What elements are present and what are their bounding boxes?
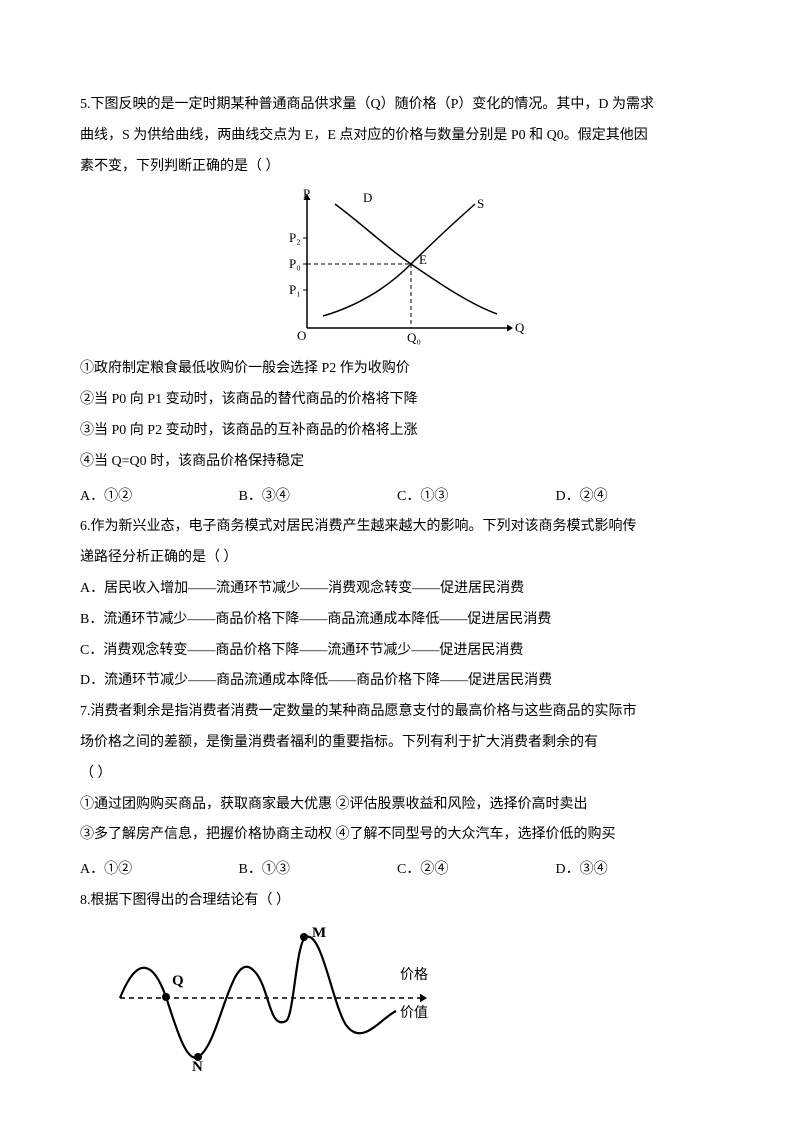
q7-option-b: B．①③: [239, 855, 398, 886]
q5-stem-line3: 素不变，下列判断正确的是（ ）: [80, 152, 714, 183]
svg-text:E: E: [419, 252, 427, 267]
q6-option-d: D．流通环节减少——商品流通成本降低——商品价格下降——促进居民消费: [80, 666, 714, 697]
price-value-wave-chart: M Q N 价格价值: [110, 923, 450, 1073]
svg-text:价格: 价格: [400, 967, 428, 983]
q5-figure: P Q O D S E P₂ P₀ P₁ Q₀: [80, 188, 714, 348]
svg-text:价值: 价值: [400, 1005, 428, 1021]
q7-statements-34: ③多了解房产信息，把握价格协商主动权 ④了解不同型号的大众汽车，选择价低的购买: [80, 820, 714, 851]
q5-option-b: B．③④: [239, 482, 398, 513]
q8-figure: M Q N 价格价值: [110, 923, 714, 1073]
q6-option-a: A．居民收入增加——流通环节减少——消费观念转变——促进居民消费: [80, 574, 714, 605]
q7-option-a: A．①②: [80, 855, 239, 886]
q6-option-c: C．消费观念转变——商品价格下降——流通环节减少——促进居民消费: [80, 636, 714, 667]
q5-statement-2: ②当 P0 向 P1 变动时，该商品的替代商品的价格将下降: [80, 385, 714, 416]
svg-text:N: N: [192, 1059, 203, 1073]
q5-stem-line1: 5.下图反映的是一定时期某种普通商品供求量（Q）随价格（P）变化的情况。其中，D…: [80, 90, 714, 121]
svg-text:S: S: [477, 196, 484, 211]
q5-statement-1: ①政府制定粮食最低收购价一般会选择 P2 作为收购价: [80, 354, 714, 385]
q8-stem: 8.根据下图得出的合理结论有（ ）: [80, 886, 714, 917]
q6-stem-line1: 6.作为新兴业态，电子商务模式对居民消费产生越来越大的影响。下列对该商务模式影响…: [80, 512, 714, 543]
svg-text:M: M: [312, 925, 326, 941]
q6-stem-line2: 递路径分析正确的是（ ）: [80, 543, 714, 574]
svg-text:P: P: [303, 188, 310, 201]
q5-option-a: A．①②: [80, 482, 239, 513]
svg-text:Q: Q: [515, 320, 525, 335]
q5-options: A．①② B．③④ C．①③ D．②④: [80, 482, 714, 513]
q5-statement-3: ③当 P0 向 P2 变动时，该商品的互补商品的价格将上涨: [80, 416, 714, 447]
svg-text:P₂: P₂: [289, 230, 301, 245]
q7-stem-line2: 场价格之间的差额，是衡量消费者福利的重要指标。下列有利于扩大消费者剩余的有: [80, 728, 714, 759]
supply-demand-chart: P Q O D S E P₂ P₀ P₁ Q₀: [267, 188, 527, 348]
svg-text:O: O: [297, 328, 306, 343]
q7-stem-line1: 7.消费者剩余是指消费者消费一定数量的某种商品愿意支付的最高价格与这些商品的实际…: [80, 697, 714, 728]
q7-options: A．①② B．①③ C．②④ D．③④: [80, 855, 714, 886]
svg-text:Q: Q: [172, 973, 184, 989]
svg-text:Q₀: Q₀: [407, 330, 421, 345]
q7-statements-12: ①通过团购购买商品，获取商家最大优惠 ②评估股票收益和风险，选择价高时卖出: [80, 790, 714, 821]
q5-option-d: D．②④: [556, 482, 715, 513]
q7-option-d: D．③④: [556, 855, 715, 886]
q5-statement-4: ④当 Q=Q0 时，该商品价格保持稳定: [80, 447, 714, 478]
svg-text:P₁: P₁: [289, 282, 301, 297]
q7-option-c: C．②④: [397, 855, 556, 886]
q7-stem-line3: （ ）: [80, 759, 714, 790]
svg-text:P₀: P₀: [289, 256, 301, 271]
svg-text:D: D: [363, 190, 372, 205]
q5-stem-line2: 曲线，S 为供给曲线，两曲线交点为 E，E 点对应的价格与数量分别是 P0 和 …: [80, 121, 714, 152]
q5-option-c: C．①③: [397, 482, 556, 513]
q6-option-b: B．流通环节减少——商品价格下降——商品流通成本降低——促进居民消费: [80, 605, 714, 636]
